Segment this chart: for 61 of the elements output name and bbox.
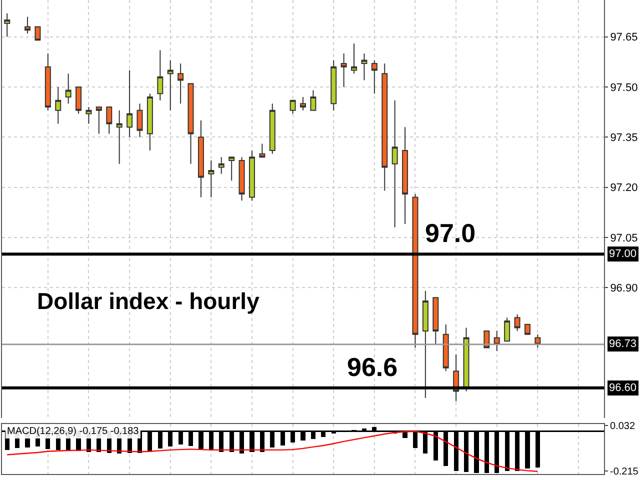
y-tick-label: 97.05: [610, 232, 638, 244]
candlestick: [269, 103, 276, 154]
candlestick: [208, 160, 214, 198]
candlestick: [524, 324, 530, 335]
candlestick: [330, 60, 337, 111]
candlestick: [44, 53, 51, 111]
candlestick: [116, 110, 122, 164]
candlestick: [259, 143, 266, 158]
candlestick: [228, 156, 235, 182]
candlestick: [198, 120, 204, 198]
candlestick: [178, 63, 184, 104]
candlestick: [463, 327, 470, 392]
candlestick: [300, 96, 306, 111]
y-tick-label: 0.032: [610, 420, 636, 432]
candlestick: [494, 330, 500, 352]
candlestick: [146, 93, 153, 151]
candlestick: [136, 103, 143, 138]
ref-line-label: 96.6: [347, 352, 398, 382]
text: 96.60: [609, 382, 637, 394]
candlestick: [310, 90, 316, 111]
candlestick: [422, 290, 428, 398]
candlestick: [188, 83, 194, 164]
candlestick: [504, 317, 510, 342]
candlestick: [382, 63, 388, 192]
y-tick-label: 97.65: [610, 32, 638, 44]
candlestick: [402, 126, 408, 225]
y-tick-label: 97.20: [610, 182, 638, 194]
candlestick: [34, 26, 41, 41]
candlestick: [4, 12, 10, 38]
candlestick: [514, 314, 520, 332]
candlestick: [340, 53, 347, 88]
candlestick: [218, 156, 224, 174]
candlestick: [55, 86, 62, 124]
candlestick: [248, 150, 255, 202]
annotation: MACD(12,26,9) -0.175 -0.183: [7, 426, 140, 437]
candlestick: [96, 106, 102, 134]
candlestick: [126, 70, 133, 138]
candlestick: [24, 16, 31, 34]
candlestick: [65, 73, 72, 104]
candlestick: [157, 50, 164, 101]
candlestick: [361, 53, 368, 81]
y-tick-label: -0.215: [610, 466, 639, 478]
text: Dollar index - hourly: [37, 288, 260, 314]
candlestick: [290, 100, 296, 114]
candlestick: [106, 106, 112, 134]
y-tick-label: 96.90: [610, 282, 638, 294]
y-tick-label: 97.35: [610, 132, 638, 144]
candlestick: [371, 60, 378, 94]
candlestick: [86, 106, 92, 124]
text: 97.00: [609, 248, 637, 260]
candlestick: [442, 324, 449, 372]
text: 96.73: [609, 338, 637, 350]
candlestick: [238, 156, 245, 202]
candlestick: [76, 86, 82, 114]
y-tick-label: 97.50: [610, 82, 638, 94]
candlestick: [392, 100, 398, 228]
candlestick: [432, 297, 439, 345]
candlestick: [167, 60, 174, 111]
ref-line-label: 97.0: [425, 218, 476, 248]
candlestick: [351, 42, 358, 74]
candlestick: [484, 330, 490, 348]
